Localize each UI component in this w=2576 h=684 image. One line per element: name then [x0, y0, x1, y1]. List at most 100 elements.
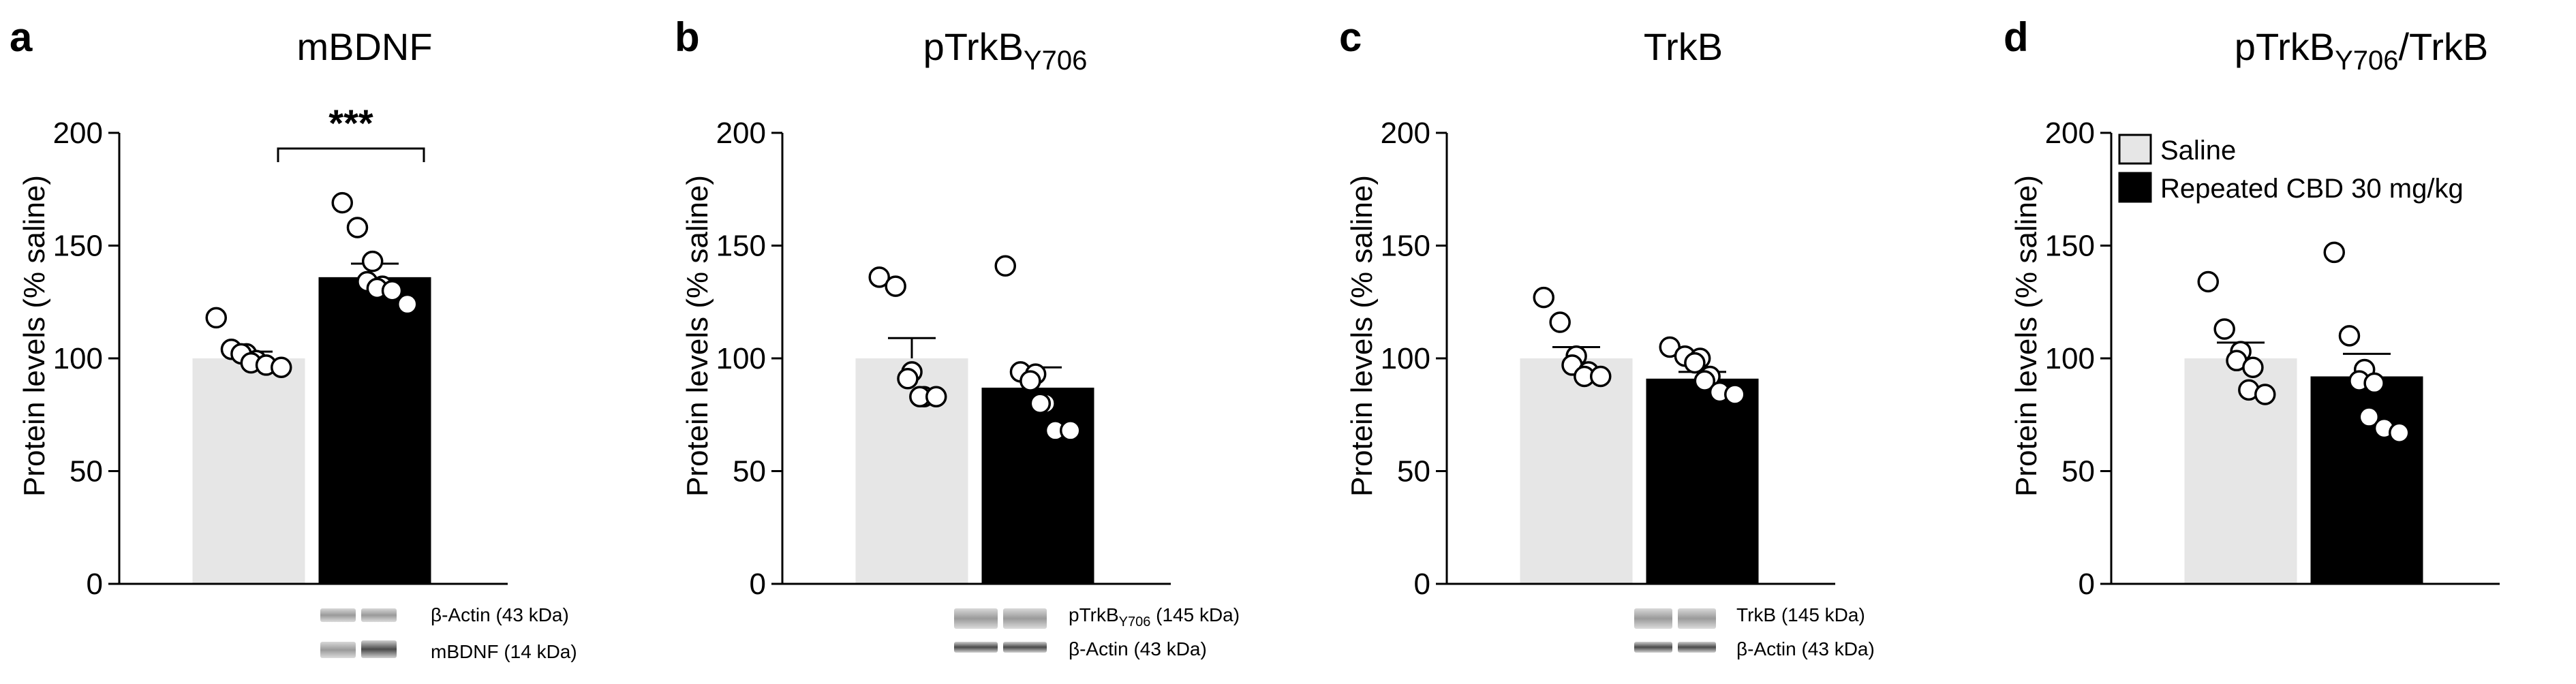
panel-c-title: TrkB: [1644, 25, 1723, 68]
panel-d-point-cbd: [2358, 406, 2380, 428]
panel-c-point-cbd: [1693, 370, 1716, 392]
panel-c-plot: 0 50 100 150 200: [1381, 116, 1835, 601]
panel-c-ylabel: Protein levels (% saline): [1345, 175, 1379, 497]
panel-d-point-cbd: [2323, 241, 2345, 264]
panel-d-title-main: pTrkB: [2235, 25, 2335, 68]
panel-b-point-cbd: [1019, 370, 1041, 392]
legend-swatch-cbd: [2118, 172, 2152, 203]
panel-b-point-saline: [925, 386, 947, 408]
panel-d-point-cbd: [2389, 422, 2410, 444]
blot-a-band-1-lane-1: [320, 608, 356, 622]
panel-b-title: pTrkBY706: [923, 25, 1088, 76]
panel-d-point-saline: [2242, 356, 2264, 378]
panel-d-plot: 0 50 100 150 200: [2045, 116, 2500, 601]
panel-b-y-tick-label: 50: [733, 455, 766, 488]
panel-d-point-cbd: [2338, 325, 2361, 347]
blot-a: β-Actin (43 kDa) mBDNF (14 kDa): [320, 604, 577, 662]
panel-letter-d: d: [2004, 14, 2029, 60]
panel-a-bar-saline: [192, 358, 305, 584]
blot-a-band-1-label: β-Actin (43 kDa): [431, 604, 569, 625]
significance-bracket: ***: [277, 102, 425, 162]
panel-b-title-main: pTrkB: [923, 25, 1024, 68]
legend-label-cbd: Repeated CBD 30 mg/kg: [2160, 174, 2464, 204]
panel-a-point-cbd: [397, 293, 418, 315]
panel-b-plot: 0 50 100 150 200: [716, 116, 1171, 601]
blot-a-band-1-lane-2: [361, 608, 397, 622]
panel-a-point-saline: [271, 356, 292, 378]
blot-c-band-1-lane-1: [1634, 608, 1672, 629]
panel-d-point-saline: [2254, 384, 2276, 405]
panel-d-point-saline: [2197, 270, 2219, 293]
panel-a-point-cbd: [346, 217, 369, 238]
panel-a-point-cbd: [331, 191, 353, 214]
panel-a-title: mBDNF: [296, 25, 432, 68]
panel-letter-c: c: [1339, 14, 1362, 60]
blot-b: pTrkBY706 (145 kDa) β-Actin (43 kDa): [954, 604, 1240, 659]
panel-d-title-sub: Y706: [2335, 46, 2398, 76]
panel-c-y-tick-label: 0: [1414, 568, 1430, 601]
blot-c-band-1-label: TrkB (145 kDa): [1736, 604, 1865, 625]
panel-b-y-tick-label: 0: [750, 568, 766, 601]
blot-b-band-2-lane-1: [954, 642, 998, 653]
blot-b-band-1-lane-2: [1003, 608, 1047, 629]
significance-stars: ***: [328, 102, 373, 144]
significance-bracket-line: [277, 147, 425, 162]
panel-c-bar-saline: [1520, 358, 1633, 584]
panel-c-y-tick-label: 100: [1381, 342, 1430, 375]
panel-d-y-tick-label: 50: [2061, 455, 2095, 488]
blot-a-band-2-lane-2: [361, 640, 397, 658]
panel-a-y-tick-label: 50: [70, 455, 103, 488]
panel-d-y-tick-label: 100: [2045, 342, 2095, 375]
panel-c-point-saline: [1533, 286, 1554, 309]
panel-c-y-tick-label: 200: [1381, 116, 1430, 150]
panel-d-ylabel: Protein levels (% saline): [2010, 175, 2043, 497]
panel-c-y-tick-label: 50: [1397, 455, 1430, 488]
panel-a-point-saline: [205, 307, 227, 329]
blot-b-band-2-lane-2: [1003, 642, 1047, 653]
blot-a-band-2-label: mBDNF (14 kDa): [431, 641, 577, 662]
panel-c-y-tick-label: 150: [1381, 230, 1430, 263]
blot-c-band-2-lane-2: [1678, 642, 1716, 653]
panel-b-point-cbd: [1029, 392, 1052, 414]
blot-b-band-1-label: pTrkBY706 (145 kDa): [1069, 604, 1240, 629]
panel-b-point-cbd: [1060, 420, 1082, 441]
panel-b-point-saline: [897, 368, 919, 390]
panel-b-y-tick-label: 200: [716, 116, 766, 150]
panel-c-bar-cbd: [1646, 378, 1759, 584]
panel-c-point-saline: [1549, 311, 1571, 333]
blot-c-band-2-label: β-Actin (43 kDa): [1736, 638, 1875, 659]
blot-c-band-1-lane-2: [1678, 608, 1716, 629]
panel-b-point-cbd: [994, 255, 1016, 277]
panel-a-y-tick-label: 100: [53, 342, 103, 375]
panel-b-y-tick-label: 150: [716, 230, 766, 263]
panel-letter-a: a: [10, 14, 33, 60]
panel-a-plot: 0 50 100 150 200: [53, 116, 508, 601]
panel-d-y-tick-label: 0: [2079, 568, 2095, 601]
panel-b-errorbar-saline: [888, 337, 936, 358]
panel-d-point-cbd: [2363, 372, 2385, 394]
panel-b-point-saline: [885, 275, 906, 297]
legend: Saline Repeated CBD 30 mg/kg: [2118, 134, 2464, 204]
panel-c-point-saline: [1590, 365, 1612, 388]
legend-swatch-saline: [2118, 134, 2152, 165]
panel-d-y-tick-label: 150: [2045, 230, 2095, 263]
panel-d-point-saline: [2213, 318, 2235, 340]
panel-d-y-tick-label: 200: [2045, 116, 2095, 150]
blot-b-band-1-lane-1: [954, 608, 998, 629]
blot-c-band-2-lane-1: [1634, 642, 1672, 653]
panel-a-ylabel: Protein levels (% saline): [18, 175, 51, 497]
panel-b-bar-cbd: [981, 388, 1094, 584]
panel-letter-b: b: [675, 14, 700, 60]
panel-b-y-tick-label: 100: [716, 342, 766, 375]
panel-b-point-saline: [868, 266, 890, 288]
blot-c: TrkB (145 kDa) β-Actin (43 kDa): [1634, 604, 1875, 659]
panel-a-y-tick-label: 150: [53, 230, 103, 263]
panel-a-y-tick-label: 0: [87, 568, 103, 601]
panel-d-title-suffix: /TrkB: [2399, 25, 2489, 68]
panel-a-y-tick-label: 200: [53, 116, 103, 150]
panel-d-title: pTrkBY706/TrkB: [2235, 25, 2488, 76]
blot-a-band-2-lane-1: [320, 642, 356, 658]
legend-label-saline: Saline: [2160, 136, 2236, 166]
panel-a-point-cbd: [381, 279, 403, 302]
